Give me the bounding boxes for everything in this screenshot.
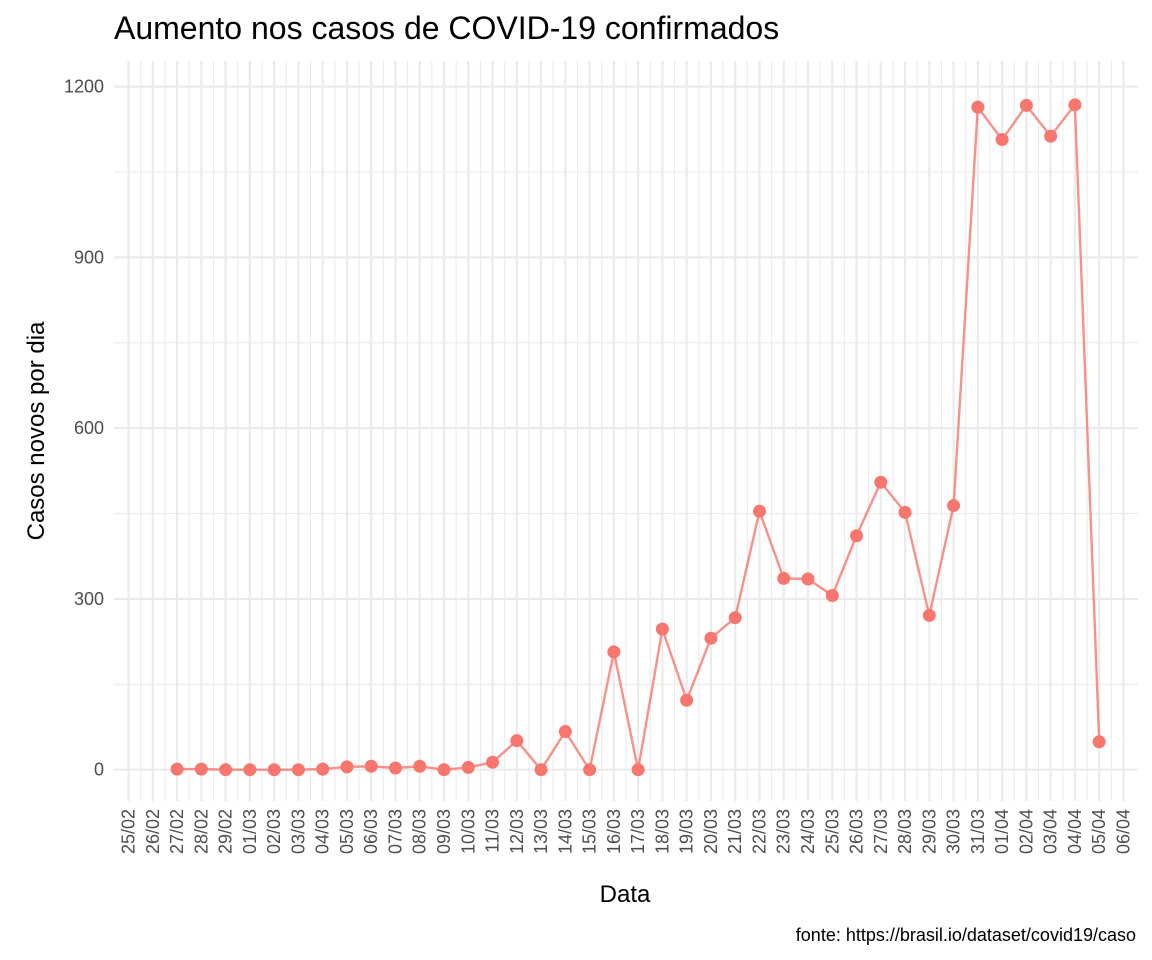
x-tick-label: 23/03	[774, 809, 794, 854]
chart-title: Aumento nos casos de COVID-19 confirmado…	[114, 10, 779, 46]
data-point	[1092, 735, 1106, 749]
data-point	[631, 763, 645, 777]
x-tick-label: 28/03	[895, 809, 915, 854]
data-point	[1068, 98, 1082, 112]
x-tick-label: 22/03	[749, 809, 769, 854]
data-point	[510, 734, 524, 748]
x-axis-title: Data	[600, 881, 651, 908]
x-tick-label: 21/03	[725, 809, 745, 854]
data-point	[898, 505, 912, 519]
x-tick-label: 30/03	[944, 809, 964, 854]
x-tick-label: 27/03	[871, 809, 891, 854]
x-tick-label: 26/02	[143, 809, 163, 854]
x-tick-label: 28/02	[191, 809, 211, 854]
data-point	[655, 622, 669, 636]
data-point	[291, 763, 305, 777]
x-tick-label: 04/04	[1065, 809, 1085, 854]
data-point	[850, 529, 864, 543]
data-point	[801, 572, 815, 586]
data-point	[316, 762, 330, 776]
x-tick-label: 14/03	[555, 809, 575, 854]
x-tick-label: 31/03	[968, 809, 988, 854]
x-tick-label: 03/04	[1041, 809, 1061, 854]
x-tick-label: 06/04	[1113, 809, 1133, 854]
data-point	[437, 763, 451, 777]
y-axis-ticks: 0 300 600 900 1200	[64, 77, 104, 780]
y-tick-label: 300	[74, 589, 104, 609]
data-point	[971, 100, 985, 114]
y-tick-label: 600	[74, 418, 104, 438]
x-tick-label: 10/03	[458, 809, 478, 854]
x-tick-label: 15/03	[580, 809, 600, 854]
data-point	[194, 762, 208, 776]
data-point	[825, 589, 839, 603]
x-tick-label: 01/03	[240, 809, 260, 854]
x-tick-label: 27/02	[167, 809, 187, 854]
x-tick-label: 08/03	[410, 809, 430, 854]
x-tick-label: 06/03	[361, 809, 381, 854]
x-tick-label: 09/03	[434, 809, 454, 854]
data-point	[607, 645, 621, 659]
x-tick-label: 17/03	[628, 809, 648, 854]
data-point	[777, 571, 791, 585]
data-point	[170, 762, 184, 776]
x-axis-ticks: 25/02 26/02 27/02 28/02 29/02 01/03 02/03 03/03…	[119, 809, 1134, 854]
data-point	[243, 763, 257, 777]
data-point	[728, 611, 742, 625]
x-tick-label: 12/03	[507, 809, 527, 854]
data-point	[1019, 98, 1033, 112]
x-tick-label: 16/03	[604, 809, 624, 854]
x-tick-label: 25/03	[822, 809, 842, 854]
series-points	[170, 98, 1106, 777]
data-point	[388, 761, 402, 775]
grid	[114, 61, 1138, 801]
x-tick-label: 05/03	[337, 809, 357, 854]
x-tick-label: 13/03	[531, 809, 551, 854]
source-caption: fonte: https://brasil.io/dataset/covid19…	[796, 925, 1136, 945]
data-point	[1044, 129, 1058, 143]
x-tick-label: 26/03	[847, 809, 867, 854]
x-tick-label: 01/04	[992, 809, 1012, 854]
data-point	[534, 763, 548, 777]
x-tick-label: 29/03	[919, 809, 939, 854]
x-tick-label: 25/02	[119, 809, 139, 854]
x-tick-label: 19/03	[677, 809, 697, 854]
data-point	[995, 133, 1009, 147]
data-point	[267, 763, 281, 777]
x-tick-label: 02/04	[1016, 809, 1036, 854]
y-tick-label: 1200	[64, 77, 104, 97]
x-tick-label: 02/03	[264, 809, 284, 854]
data-point	[364, 759, 378, 773]
data-point	[583, 763, 597, 777]
y-tick-label: 900	[74, 247, 104, 267]
data-point	[340, 760, 354, 774]
x-tick-label: 05/04	[1089, 809, 1109, 854]
data-point	[752, 504, 766, 518]
x-tick-label: 07/03	[385, 809, 405, 854]
data-point	[558, 725, 572, 739]
data-point	[413, 759, 427, 773]
y-tick-label: 0	[94, 760, 104, 780]
data-point	[219, 763, 233, 777]
data-point	[947, 499, 961, 513]
data-point	[680, 693, 694, 707]
data-point	[486, 755, 500, 769]
x-tick-label: 29/02	[216, 809, 236, 854]
data-point	[874, 475, 888, 489]
data-point	[704, 631, 718, 645]
y-axis-title: Casos novos por dia	[23, 321, 50, 540]
data-point	[922, 608, 936, 622]
x-tick-label: 24/03	[798, 809, 818, 854]
x-tick-label: 20/03	[701, 809, 721, 854]
x-tick-label: 03/03	[288, 809, 308, 854]
data-point	[461, 760, 475, 774]
x-tick-label: 18/03	[652, 809, 672, 854]
x-tick-label: 04/03	[313, 809, 333, 854]
x-tick-label: 11/03	[483, 809, 503, 853]
